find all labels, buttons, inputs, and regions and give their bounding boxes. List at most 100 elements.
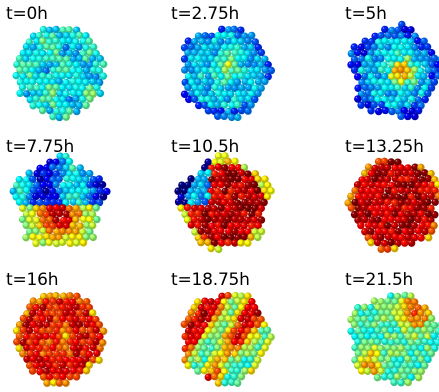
cell-sphere bbox=[19, 349, 27, 358]
cell-sphere bbox=[368, 338, 376, 346]
cell-sphere bbox=[26, 303, 34, 311]
cell-sphere bbox=[45, 373, 54, 381]
cell-sphere bbox=[223, 349, 232, 358]
cell-sphere bbox=[421, 181, 429, 189]
cell-sphere bbox=[92, 326, 101, 334]
cell-sphere bbox=[69, 77, 77, 86]
cell-sphere bbox=[69, 344, 78, 352]
cell-sphere bbox=[390, 378, 398, 387]
cell-sphere bbox=[92, 204, 100, 212]
cell-sphere bbox=[82, 233, 91, 241]
cell-sphere bbox=[237, 203, 245, 212]
cell-sphere bbox=[36, 175, 45, 184]
cell-sphere bbox=[56, 152, 64, 161]
cell-sphere bbox=[96, 89, 105, 98]
cell-sphere bbox=[79, 338, 88, 347]
cell-sphere bbox=[58, 71, 67, 80]
cell-sphere bbox=[357, 101, 365, 109]
cell-sphere bbox=[35, 187, 44, 195]
cell-sphere bbox=[357, 43, 366, 51]
cell-sphere bbox=[76, 233, 84, 242]
cell-sphere bbox=[230, 37, 239, 46]
cell-sphere bbox=[237, 338, 246, 346]
cell-sphere bbox=[49, 112, 57, 121]
cell-sphere bbox=[250, 180, 259, 189]
cell-sphere bbox=[237, 239, 245, 247]
cell-sphere bbox=[240, 186, 249, 195]
cell-sphere bbox=[194, 54, 203, 63]
cell-sphere bbox=[413, 49, 422, 58]
cell-sphere bbox=[187, 344, 196, 352]
cell-sphere bbox=[400, 315, 409, 323]
cell-sphere bbox=[251, 204, 259, 213]
cell-sphere bbox=[354, 327, 363, 335]
cell-sphere bbox=[230, 315, 239, 323]
cell-sphere bbox=[217, 49, 226, 58]
cell-sphere bbox=[428, 72, 436, 80]
cell-sphere bbox=[184, 37, 193, 45]
cell-sphere bbox=[66, 239, 74, 248]
cell-sphere bbox=[95, 66, 104, 75]
cell-sphere bbox=[237, 192, 246, 200]
cell-sphere bbox=[224, 292, 232, 300]
cell-sphere bbox=[241, 198, 249, 207]
panel-label-5: t=13.25h bbox=[345, 137, 424, 157]
cell-sphere bbox=[373, 314, 382, 323]
cell-sphere bbox=[187, 321, 196, 330]
cell-sphere bbox=[210, 71, 219, 80]
cell-sphere bbox=[347, 327, 355, 336]
cell-sphere bbox=[204, 95, 212, 104]
cell-sphere bbox=[368, 95, 376, 103]
cell-sphere bbox=[434, 180, 439, 189]
cell-sphere bbox=[49, 66, 58, 75]
cell-sphere bbox=[99, 72, 108, 80]
panel-label-2: t=5h bbox=[345, 4, 387, 24]
cell-sphere bbox=[228, 164, 236, 172]
cell-sphere bbox=[384, 90, 392, 98]
cell-sphere bbox=[98, 180, 107, 189]
cell-sphere bbox=[184, 83, 192, 92]
cell-sphere bbox=[261, 77, 269, 86]
cell-sphere bbox=[32, 338, 41, 347]
cell-sphere bbox=[237, 95, 246, 104]
cell-sphere bbox=[224, 60, 233, 69]
cell-sphere bbox=[407, 61, 415, 69]
cell-sphere bbox=[347, 49, 356, 58]
cell-sphere bbox=[33, 216, 41, 225]
cell-sphere bbox=[237, 349, 246, 358]
cell-sphere bbox=[414, 326, 422, 335]
cell-sphere bbox=[210, 95, 219, 104]
cell-sphere bbox=[357, 187, 366, 195]
cell-sphere bbox=[367, 315, 376, 323]
cell-sphere bbox=[407, 49, 415, 57]
cell-sphere bbox=[237, 84, 246, 92]
cell-sphere bbox=[204, 373, 213, 381]
cell-sphere bbox=[23, 90, 31, 98]
cell-sphere bbox=[184, 315, 193, 323]
colony-panel-0 bbox=[12, 25, 108, 122]
cell-sphere bbox=[224, 73, 232, 81]
cell-sphere bbox=[23, 186, 31, 195]
cell-sphere bbox=[360, 303, 369, 312]
cell-sphere bbox=[39, 181, 47, 189]
cell-sphere bbox=[244, 95, 253, 103]
cell-sphere bbox=[371, 356, 380, 364]
cell-sphere bbox=[420, 350, 429, 358]
cell-sphere bbox=[387, 326, 395, 335]
cell-sphere bbox=[371, 209, 379, 218]
cell-sphere bbox=[49, 101, 58, 109]
cell-sphere bbox=[28, 343, 37, 352]
cell-sphere bbox=[194, 355, 203, 364]
cell-sphere bbox=[194, 320, 202, 329]
cell-sphere bbox=[410, 78, 419, 86]
cell-sphere bbox=[434, 338, 439, 347]
cell-sphere bbox=[79, 60, 88, 69]
cell-sphere bbox=[79, 315, 87, 323]
cell-sphere bbox=[237, 215, 245, 224]
cell-sphere bbox=[43, 175, 51, 183]
cell-sphere bbox=[207, 78, 216, 86]
cell-sphere bbox=[194, 198, 202, 206]
cell-sphere bbox=[23, 77, 31, 86]
cell-sphere bbox=[72, 350, 81, 358]
cell-sphere bbox=[404, 31, 412, 40]
